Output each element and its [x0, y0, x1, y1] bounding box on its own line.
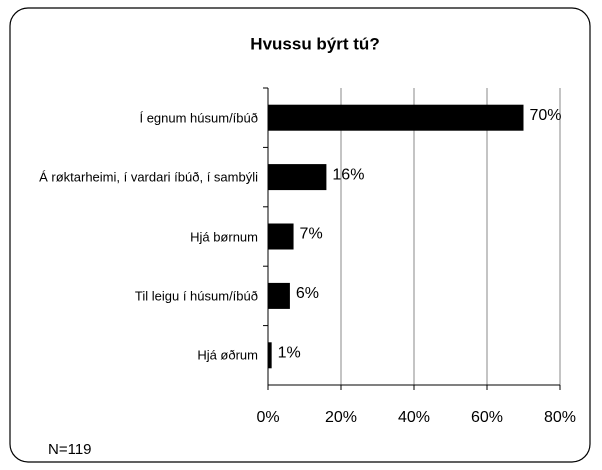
y-tick-label: Til leigu í húsum/íbúð — [134, 288, 258, 304]
x-tick-label: 0% — [256, 409, 279, 426]
y-tick-label: Hjá børnum — [190, 229, 258, 244]
data-label: 7% — [300, 226, 323, 243]
chart-title: Hvussu býrt tú? — [250, 34, 379, 53]
data-label: 16% — [332, 166, 364, 183]
x-tick-label: 20% — [325, 409, 357, 426]
annotation: N=119 — [48, 441, 92, 458]
x-tick-label: 80% — [544, 409, 576, 426]
bar — [268, 282, 290, 309]
x-tick-label: 60% — [471, 409, 503, 426]
y-tick-label: Hjá øðrum — [197, 347, 258, 363]
bar — [268, 223, 294, 250]
y-tick-label: Á røktarheimi, í vardari íbúð, í sambýli — [39, 169, 258, 185]
data-label: 1% — [278, 345, 301, 362]
bar — [268, 104, 524, 131]
bar — [268, 342, 272, 369]
data-label: 70% — [530, 107, 562, 124]
x-tick-label: 40% — [398, 409, 430, 426]
data-label: 6% — [296, 285, 319, 302]
bar — [268, 164, 327, 191]
y-tick-label: Í egnum húsum/íbúð — [139, 110, 258, 126]
